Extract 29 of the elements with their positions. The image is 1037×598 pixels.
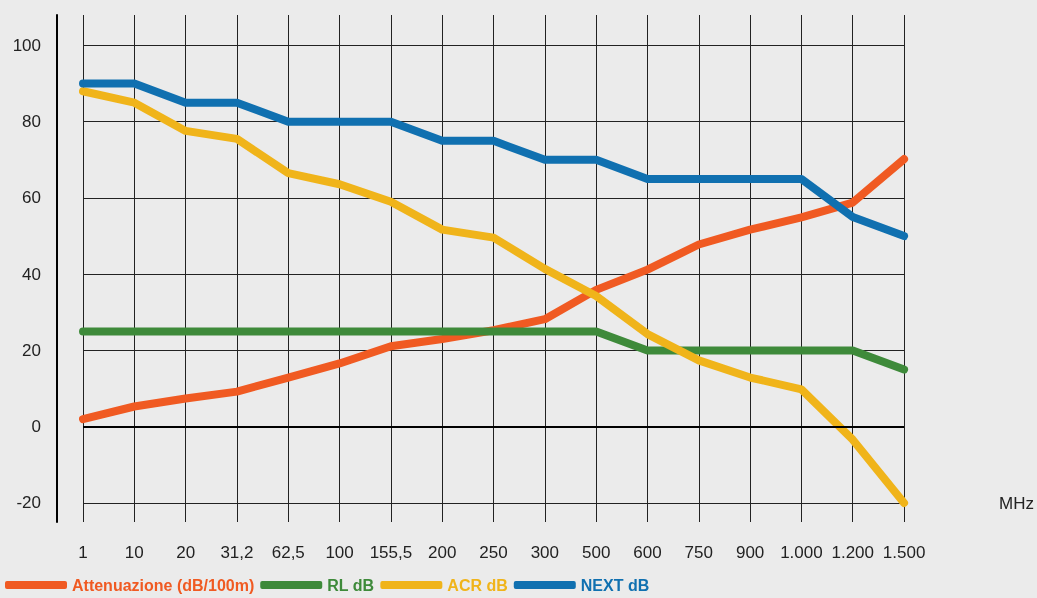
y-tick-label: 0	[31, 417, 41, 437]
x-tick-label: 62,5	[271, 543, 305, 562]
x-tick-label: 600	[633, 543, 662, 562]
y-tick-label: -20	[16, 493, 41, 513]
x-tick-label: 300	[530, 543, 560, 562]
x-tick-label: 1.000	[780, 543, 823, 562]
x-tick-label: 900	[735, 543, 765, 562]
x-tick-label: 100	[325, 543, 354, 562]
x-tick-label: 250	[479, 543, 508, 562]
legend-label: RL dB	[327, 576, 375, 594]
legend-label: ACR dB	[447, 576, 508, 594]
x-tick-label: 750	[684, 543, 713, 562]
legend-label: NEXT dB	[580, 576, 650, 594]
x-tick-label: 1.500	[882, 543, 926, 562]
x-tick-label: 200	[428, 543, 457, 562]
x-tick-label: 10	[124, 543, 144, 562]
x-tick-label: 20	[176, 543, 196, 562]
legend-label: Attenuazione (dB/100m)	[72, 576, 255, 594]
x-tick-label: 31,2	[220, 543, 254, 562]
x-tick-label: 1.200	[831, 543, 875, 562]
x-tick-label: 1	[78, 543, 88, 562]
y-tick-label: 60	[22, 188, 41, 208]
x-axis-title: MHz	[999, 493, 1035, 513]
x-tick-label: 155,5	[369, 543, 413, 562]
x-tick-label: 500	[581, 543, 611, 562]
y-tick-label: 100	[12, 36, 41, 55]
y-tick-label: 20	[22, 340, 41, 360]
y-tick-label: 80	[22, 112, 41, 132]
y-tick-label: 40	[22, 264, 41, 284]
